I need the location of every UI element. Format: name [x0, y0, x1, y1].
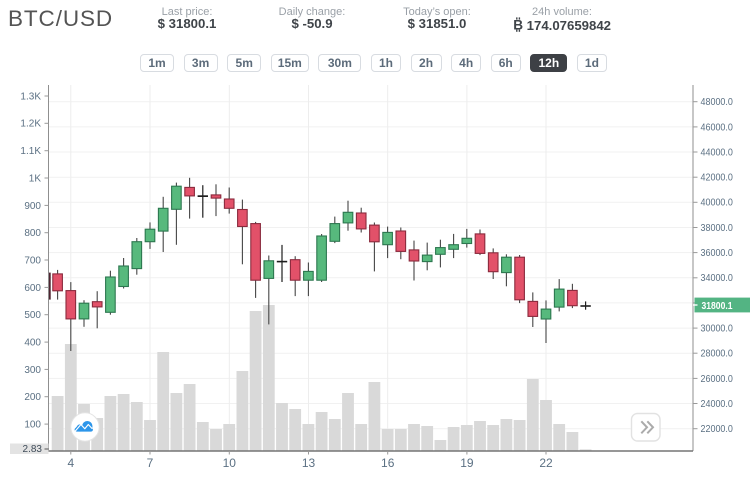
- svg-text:46000.0: 46000.0: [701, 121, 734, 133]
- svg-text:4: 4: [67, 456, 74, 470]
- svg-text:13: 13: [302, 456, 316, 470]
- svg-text:31800.1: 31800.1: [702, 300, 733, 312]
- svg-text:800: 800: [24, 228, 41, 239]
- svg-text:30000.0: 30000.0: [701, 323, 734, 335]
- svg-text:24000.0: 24000.0: [701, 398, 734, 410]
- svg-text:34000.0: 34000.0: [701, 272, 734, 284]
- svg-text:42000.0: 42000.0: [701, 172, 734, 184]
- svg-text:100: 100: [24, 420, 41, 431]
- svg-text:B: B: [513, 17, 523, 32]
- svg-text:600: 600: [24, 283, 41, 294]
- svg-text:500: 500: [24, 310, 41, 321]
- svg-text:16: 16: [381, 456, 395, 470]
- svg-text:19: 19: [460, 456, 474, 470]
- svg-text:400: 400: [24, 338, 41, 349]
- svg-text:900: 900: [24, 201, 41, 212]
- svg-text:300: 300: [24, 365, 41, 376]
- svg-text:48000.0: 48000.0: [701, 96, 734, 108]
- svg-text:1.2K: 1.2K: [20, 119, 41, 130]
- svg-text:2.83: 2.83: [23, 444, 43, 455]
- svg-text:44000.0: 44000.0: [701, 146, 734, 158]
- svg-text:26000.0: 26000.0: [701, 373, 734, 385]
- svg-text:700: 700: [24, 255, 41, 266]
- svg-text:22: 22: [539, 456, 553, 470]
- svg-text:1K: 1K: [29, 173, 42, 184]
- svg-text:38000.0: 38000.0: [701, 222, 734, 234]
- svg-text:1.1K: 1.1K: [20, 146, 41, 157]
- svg-text:28000.0: 28000.0: [701, 348, 734, 360]
- svg-text:10: 10: [223, 456, 237, 470]
- svg-text:200: 200: [24, 392, 41, 403]
- svg-text:40000.0: 40000.0: [701, 197, 734, 209]
- svg-text:1.3K: 1.3K: [20, 91, 41, 102]
- svg-text:22000.0: 22000.0: [701, 423, 734, 435]
- svg-text:36000.0: 36000.0: [701, 247, 734, 259]
- svg-text:7: 7: [147, 456, 154, 470]
